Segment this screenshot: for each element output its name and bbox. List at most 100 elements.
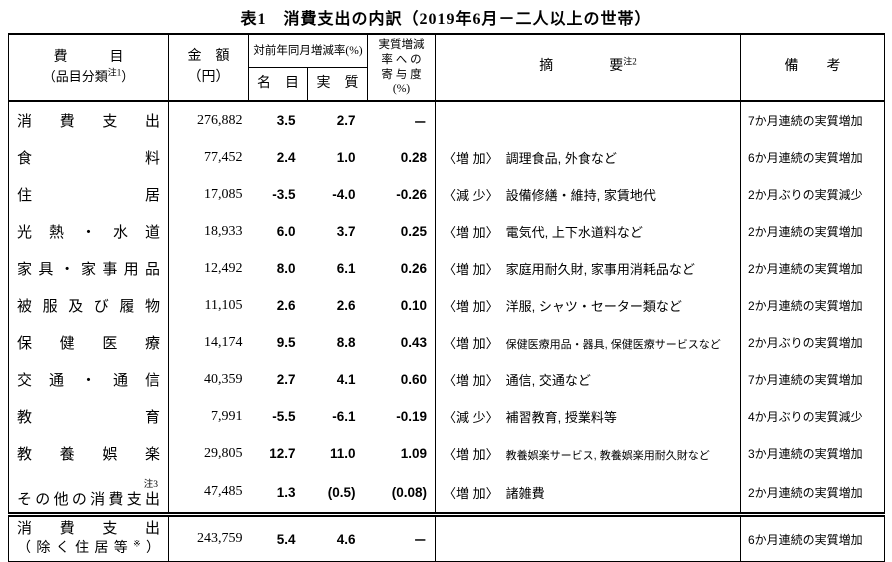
- table-row: 交通・通信 40,359 2.7 4.1 0.60 〈増 加〉 通信, 交通など …: [8, 361, 885, 398]
- remarks-text: 諸雑費: [505, 485, 545, 501]
- notes-cell: 7か月連続の実質増加: [748, 114, 863, 128]
- notes-cell: 4か月ぶりの実質減少: [748, 410, 863, 424]
- notes-cell: 6か月連続の実質増加: [740, 512, 885, 562]
- footer-row: 消費支出 （除く住居等※） 243,759 5.4 4.6 － 6か月連続の実質…: [8, 512, 885, 562]
- remarks-tag: 〈増 加〉: [443, 336, 499, 351]
- remarks-cell: 〈増 加〉 家庭用耐久財, 家事用消耗品など: [435, 250, 741, 287]
- col-header-rate-group: 対前年同月増減率(%): [248, 33, 368, 68]
- remarks-text: 補習教育, 授業料等: [505, 410, 617, 425]
- table-row: 教育 7,991 -5.5 -6.1 -0.19 〈減 少〉 補習教育, 授業料等…: [8, 398, 885, 435]
- remarks-text: 調理食品, 外食など: [505, 151, 617, 166]
- remarks-text: 保健医療用品・器具, 保健医療サービスなど: [505, 339, 721, 351]
- table-row: 教養娯楽 29,805 12.7 11.0 1.09 〈増 加〉 教養娯楽サービス…: [8, 435, 885, 472]
- amount-cell: 12,492: [204, 260, 243, 276]
- real-cell: -6.1: [332, 409, 356, 424]
- contribution-cell: (0.08): [367, 472, 436, 515]
- contribution-cell: 0.25: [367, 213, 436, 250]
- real-cell: 2.6: [336, 298, 356, 313]
- remarks-cell: 〈減 少〉 設備修繕・維持, 家賃地代: [435, 176, 741, 213]
- remarks-cell: 〈減 少〉 補習教育, 授業料等: [435, 398, 741, 435]
- real-cell: 11.0: [329, 446, 356, 461]
- remarks-tag: 〈増 加〉: [443, 447, 499, 462]
- header-row-1: 費 目 （品目分類注1） 金 額 （円） 対前年同月増減率(%) 実質増減 率 …: [8, 33, 885, 102]
- remarks-cell: 〈増 加〉 調理食品, 外食など: [435, 139, 741, 176]
- consumption-breakdown-table: 費 目 （品目分類注1） 金 額 （円） 対前年同月増減率(%) 実質増減 率 …: [8, 33, 885, 562]
- table-row: 保健医療 14,174 9.5 8.8 0.43 〈増 加〉 保健医療用品・器具,…: [8, 324, 885, 361]
- note2-superscript: 注2: [623, 56, 637, 67]
- amount-cell: 14,174: [204, 334, 243, 350]
- remarks-cell: 〈増 加〉 電気代, 上下水道料など: [435, 213, 741, 250]
- footer-item-line1: 消費支出: [17, 521, 160, 537]
- table-row: 家具・家事用品 12,492 8.0 6.1 0.26 〈増 加〉 家庭用耐久財,…: [8, 250, 885, 287]
- footer-item-line2: （除く住居等※）: [17, 538, 161, 556]
- remarks-tag: 〈減 少〉: [443, 188, 499, 203]
- col-header-contribution: 実質増減 率 へ の 寄 与 度 (%): [367, 33, 436, 102]
- contribution-cell: -0.26: [367, 176, 436, 213]
- real-cell: 4.1: [336, 372, 356, 387]
- nominal-cell: 2.6: [276, 298, 296, 313]
- remarks-cell: 〈増 加〉 洋服, シャツ・セーター類など: [435, 287, 741, 324]
- real-cell: 2.7: [336, 113, 356, 128]
- table-row: 光熱・水道 18,933 6.0 3.7 0.25 〈増 加〉 電気代, 上下水道…: [8, 213, 885, 250]
- col-header-item-line2: （品目分類注1）: [42, 67, 135, 85]
- real-cell: (0.5): [327, 484, 356, 500]
- col-header-notes: 備 考: [740, 33, 885, 102]
- col-header-amount: 金 額 （円）: [168, 33, 249, 102]
- nominal-cell: 6.0: [276, 224, 296, 239]
- nominal-cell: 1.3: [276, 484, 296, 500]
- real-cell: -4.0: [332, 187, 356, 202]
- amount-cell: 276,882: [197, 112, 243, 128]
- contribution-cell: 0.43: [367, 324, 436, 361]
- remarks-text: 電気代, 上下水道料など: [505, 225, 643, 240]
- amount-cell: 11,105: [204, 297, 243, 313]
- nominal-cell: 2.4: [276, 150, 296, 165]
- remarks-cell: 〈増 加〉 諸雑費: [435, 472, 741, 515]
- remarks-tag: 〈増 加〉: [443, 373, 499, 388]
- header-row-2: 名 目 実 質: [9, 67, 885, 102]
- notes-cell: 2か月連続の実質増加: [748, 299, 863, 313]
- remarks-cell: 〈増 加〉 教養娯楽サービス, 教養娯楽用耐久財など: [435, 435, 741, 472]
- nominal-cell: 2.7: [276, 372, 296, 387]
- nominal-cell: -3.5: [272, 187, 296, 202]
- amount-cell: 7,991: [211, 408, 243, 424]
- table-row: 住居 17,085 -3.5 -4.0 -0.26 〈減 少〉 設備修繕・維持, …: [8, 176, 885, 213]
- col-header-item: 費 目 （品目分類注1）: [8, 33, 169, 102]
- nominal-cell: 8.0: [276, 261, 296, 276]
- notes-cell: 2か月ぶりの実質増加: [748, 336, 863, 350]
- table-header: 費 目 （品目分類注1） 金 額 （円） 対前年同月増減率(%) 実質増減 率 …: [8, 33, 885, 102]
- table-row: 注3 その他の消費支出 47,485 1.3 (0.5) (0.08) 〈増 加…: [8, 472, 885, 515]
- nominal-cell: 3.5: [276, 113, 296, 128]
- amount-cell: 18,933: [204, 223, 243, 239]
- remarks-text: 洋服, シャツ・セーター類など: [505, 299, 682, 314]
- item-cell: 注3 その他の消費支出: [8, 472, 169, 515]
- item-cell: 保健医療: [8, 324, 169, 361]
- notes-cell: 3か月連続の実質増加: [748, 447, 863, 461]
- item-cell: 消費支出 （除く住居等※）: [8, 512, 169, 562]
- notes-cell: 2か月ぶりの実質減少: [748, 188, 863, 202]
- amount-cell: 47,485: [204, 484, 243, 499]
- note1-superscript: 注1: [107, 67, 122, 78]
- notes-cell: 6か月連続の実質増加: [748, 151, 863, 165]
- item-cell: 住居: [8, 176, 169, 213]
- item-cell: 消費支出: [8, 101, 169, 139]
- remarks-tag: 〈減 少〉: [443, 410, 499, 425]
- remarks-text: 設備修繕・維持, 家賃地代: [505, 188, 656, 203]
- item-cell: 被服及び履物: [8, 287, 169, 324]
- real-cell: 4.6: [307, 512, 368, 562]
- amount-cell: 17,085: [204, 186, 243, 202]
- notes-cell: 2か月連続の実質増加: [748, 225, 863, 239]
- item-cell: 家具・家事用品: [8, 250, 169, 287]
- kome-superscript: ※: [133, 538, 147, 549]
- table-row: 食料 77,452 2.4 1.0 0.28 〈増 加〉 調理食品, 外食など 6…: [8, 139, 885, 176]
- nominal-cell: 9.5: [276, 335, 296, 350]
- remarks-tag: 〈増 加〉: [443, 299, 499, 314]
- item-cell: 光熱・水道: [8, 213, 169, 250]
- remarks-cell: [435, 101, 741, 139]
- table-row: 被服及び履物 11,105 2.6 2.6 0.10 〈増 加〉 洋服, シャツ・…: [8, 287, 885, 324]
- nominal-cell: 5.4: [248, 512, 308, 562]
- remarks-cell: 〈増 加〉 保健医療用品・器具, 保健医療サービスなど: [435, 324, 741, 361]
- notes-cell: 2か月連続の実質増加: [748, 485, 863, 500]
- contribution-cell: 0.28: [367, 139, 436, 176]
- table-footer: 消費支出 （除く住居等※） 243,759 5.4 4.6 － 6か月連続の実質…: [8, 512, 885, 562]
